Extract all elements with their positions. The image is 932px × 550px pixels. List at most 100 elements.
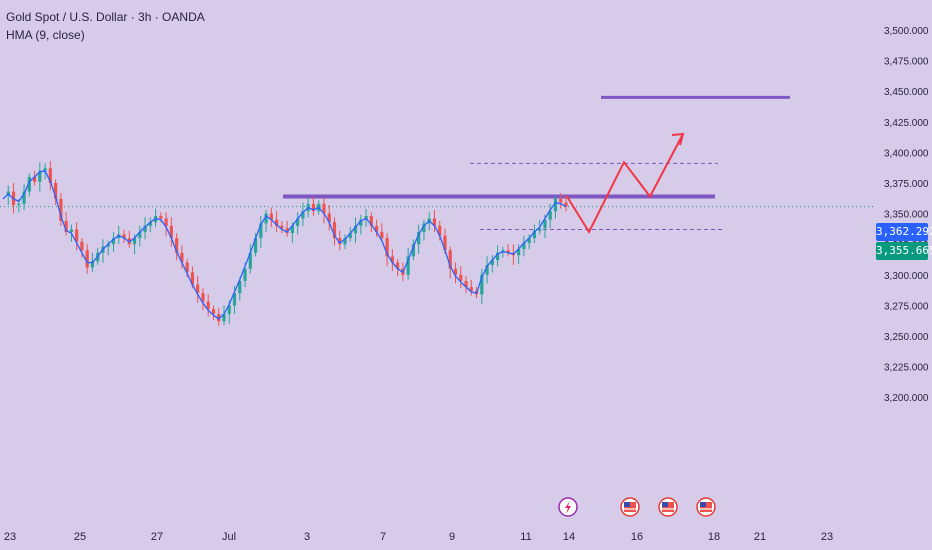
- us-flag-icon: [658, 497, 678, 517]
- candle-body: [27, 176, 31, 192]
- us-flag-icon: [696, 497, 716, 517]
- candle-body: [143, 225, 147, 232]
- y-tick-label: 3,300.000: [884, 271, 929, 282]
- x-tick-label: 16: [631, 531, 643, 543]
- candle-body: [353, 225, 358, 234]
- candle-body: [322, 203, 326, 214]
- candle-body: [538, 228, 542, 231]
- candle-body: [374, 225, 379, 232]
- candle-body: [517, 249, 521, 256]
- x-tick-label: 23: [821, 531, 833, 543]
- candle-body: [453, 268, 458, 275]
- x-tick-label: 9: [449, 531, 455, 543]
- candle-body: [438, 225, 442, 236]
- candle-body: [296, 218, 300, 226]
- y-tick-label: 3,275.000: [884, 301, 929, 312]
- candle-body: [43, 168, 47, 171]
- candle-body: [564, 202, 568, 207]
- candle-body: [485, 265, 489, 275]
- candle-body: [527, 238, 531, 243]
- candle-body: [253, 238, 258, 253]
- candle-body: [396, 262, 400, 269]
- candle-body: [138, 231, 142, 239]
- candle-body: [422, 223, 426, 232]
- x-tick-label: 23: [4, 531, 16, 543]
- candle-body: [122, 234, 126, 239]
- candle-body: [338, 238, 342, 245]
- x-tick-label: 11: [520, 531, 531, 543]
- candle-body: [159, 216, 163, 219]
- candle-body: [464, 280, 468, 288]
- candle-body: [280, 225, 284, 229]
- candle-body: [459, 274, 463, 281]
- x-tick-label: 27: [151, 531, 163, 543]
- candle-body: [359, 219, 363, 226]
- candle-body: [285, 228, 289, 234]
- candle-body: [48, 168, 52, 183]
- candle-body: [238, 280, 242, 294]
- y-tick-label: 3,350.000: [884, 210, 929, 221]
- candle-body: [232, 293, 237, 306]
- candle-body: [80, 241, 84, 251]
- candle-body: [275, 219, 279, 226]
- candle-body: [327, 213, 331, 223]
- candle-body: [90, 261, 95, 268]
- candle-body: [75, 229, 79, 242]
- candle-body: [190, 272, 195, 285]
- chart-legend: Gold Spot / U.S. Dollar · 3h · OANDA HMA…: [6, 8, 205, 44]
- y-tick-label: 3,500.000: [884, 26, 929, 37]
- candle-body: [522, 242, 526, 250]
- y-tick-label: 3,450.000: [884, 87, 929, 98]
- candle-body: [206, 301, 210, 310]
- candle-body: [490, 260, 494, 266]
- projection-arrowhead: [671, 132, 685, 146]
- candle-body: [164, 218, 168, 226]
- candle-body: [369, 216, 373, 226]
- candle-body: [22, 191, 26, 204]
- candle-body: [559, 198, 563, 203]
- projection-path: [566, 133, 684, 235]
- indicator-label[interactable]: HMA (9, close): [6, 28, 85, 42]
- candle-body: [411, 244, 416, 257]
- y-tick-label: 3,400.000: [884, 148, 929, 159]
- candle-body: [85, 250, 89, 268]
- y-tick-label: 3,200.000: [884, 393, 929, 404]
- symbol-title[interactable]: Gold Spot / U.S. Dollar · 3h · OANDA: [6, 10, 205, 24]
- candle-body: [385, 238, 389, 257]
- candle-body: [290, 225, 294, 234]
- candle-body: [111, 238, 116, 245]
- candle-body: [264, 213, 268, 224]
- candle-body: [38, 170, 42, 182]
- candle-body: [227, 305, 231, 314]
- candle-body: [532, 230, 537, 239]
- candle-body: [196, 284, 200, 294]
- candle-body: [380, 231, 384, 239]
- candle-body: [432, 218, 437, 226]
- flag-canton: [662, 502, 668, 507]
- candle-body: [406, 256, 410, 275]
- y-tick-label: 3,475.000: [884, 57, 929, 68]
- candle-body: [243, 268, 247, 281]
- flag-canton: [624, 502, 630, 507]
- candle-body: [59, 198, 63, 221]
- x-tick-label: 14: [563, 531, 575, 543]
- x-tick-label: 7: [380, 531, 386, 543]
- candle-body: [54, 183, 58, 199]
- candle-body: [180, 252, 184, 263]
- candle-body: [348, 233, 352, 239]
- x-tick-label: 21: [754, 531, 766, 543]
- y-tick-label: 3,425.000: [884, 118, 929, 129]
- flag-canton: [700, 502, 706, 507]
- candle-body: [64, 220, 68, 232]
- candle-body: [343, 238, 347, 245]
- candle-body: [169, 225, 173, 239]
- y-tick-label: 3,375.000: [884, 179, 929, 190]
- candle-body: [211, 309, 216, 314]
- candle-body: [548, 211, 552, 220]
- candle-body: [248, 252, 252, 269]
- candle-body: [301, 211, 305, 219]
- candle-body: [480, 274, 484, 295]
- candle-body: [390, 256, 394, 263]
